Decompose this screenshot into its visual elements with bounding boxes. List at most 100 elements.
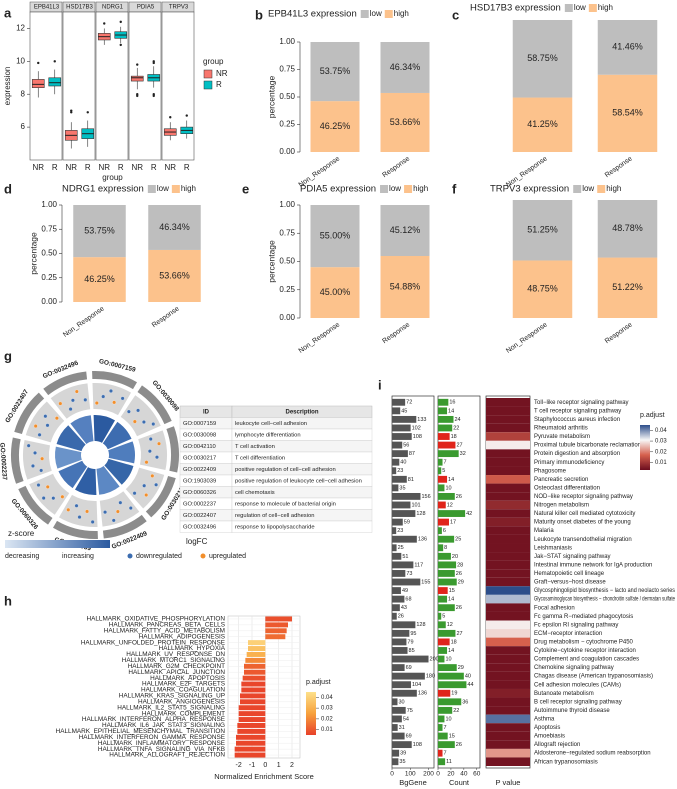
pathway-label: Butanoate metabolism <box>534 691 594 697</box>
x-tick-label: R <box>151 163 157 172</box>
panel-label: i <box>378 377 382 392</box>
bar-segment <box>597 74 658 152</box>
gene-dot <box>155 455 159 460</box>
bar-segment <box>148 205 201 250</box>
value-label: 128 <box>416 622 425 628</box>
legend-label: low <box>157 184 169 193</box>
bar <box>392 433 412 440</box>
bar <box>438 475 448 483</box>
gene-dot <box>41 496 46 501</box>
colorbar-tick-label: 0.02 <box>655 449 667 455</box>
bar <box>392 510 416 517</box>
bar-segment <box>380 205 430 256</box>
pathway-label: Rheumatoid arthritis <box>534 426 588 432</box>
term-zscore <box>75 467 97 496</box>
bar-segment <box>148 249 201 302</box>
bar-segment <box>380 42 430 93</box>
gene-dot <box>40 456 45 461</box>
pathway-label: Hematopoietic cell lineage <box>534 571 605 577</box>
heat-cell <box>486 543 530 553</box>
value-label: 22 <box>453 425 459 431</box>
outlier <box>169 116 172 119</box>
legend-key <box>404 185 413 193</box>
value-label: 46.25% <box>320 121 351 131</box>
bar <box>438 467 442 475</box>
gene-dot <box>126 409 131 414</box>
value-label: 10 <box>445 485 451 491</box>
value-label: 72 <box>406 400 412 406</box>
colorbar <box>640 425 650 470</box>
y-tick-label: 0.75 <box>41 224 57 233</box>
legend-title: z-score <box>8 529 35 538</box>
chart-title: EPB41L3 expression <box>268 9 357 20</box>
y-tick-label: 0.00 <box>41 297 57 306</box>
heat-cell <box>486 603 530 612</box>
x-tick-label: -1 <box>249 762 255 769</box>
y-tick-label: HALLMARK_TNFA_SIGNALING_VIA_NFKB <box>98 746 225 753</box>
bar <box>392 724 398 731</box>
value-label: 46.25% <box>84 274 115 284</box>
bar <box>234 752 266 758</box>
term-ring-outer <box>166 426 179 473</box>
value-label: 53.75% <box>84 225 115 235</box>
heat-cell <box>486 611 530 621</box>
heat-cell <box>486 620 530 630</box>
x-tick-label: 2 <box>290 762 294 769</box>
plot-background <box>227 615 301 759</box>
value-label: 11 <box>446 759 452 765</box>
bar <box>438 407 448 415</box>
y-tick-label: HALLMARK_COMPLEMENT <box>142 710 225 717</box>
value-label: 22 <box>453 708 459 714</box>
outlier <box>119 43 122 47</box>
pathway-label: Jak−STAT signaling pathway <box>534 554 611 560</box>
pathway-label: T cell receptor signaling pathway <box>534 408 621 414</box>
heat-cell <box>486 560 530 570</box>
bar <box>438 672 464 680</box>
table-header: Description <box>285 409 318 415</box>
value-label: 48.75% <box>527 284 558 294</box>
bar <box>240 693 266 699</box>
gene-dot <box>85 509 90 514</box>
gene-dot <box>36 483 41 487</box>
value-label: 29 <box>458 579 464 585</box>
bar <box>438 433 450 440</box>
gene-dot <box>33 424 38 429</box>
value-label: 14 <box>448 648 454 654</box>
heat-cell <box>486 671 530 681</box>
y-tick-label: 0.75 <box>279 228 295 237</box>
x-tick-label: NR <box>164 163 176 172</box>
x-tick-label: Response <box>604 155 634 179</box>
table-cell-text: GO:0030217 <box>183 455 216 461</box>
heat-cell <box>486 534 530 544</box>
bar <box>392 638 407 646</box>
x-tick-label: 0 <box>263 762 267 769</box>
pathway-label: Nitrogen metabolism <box>534 503 589 509</box>
pathway-label: Leishmaniasis <box>534 545 572 551</box>
bar <box>438 655 445 663</box>
y-tick-label: HALLMARK_UNFOLDED_PROTEIN_RESPONSE <box>81 639 225 646</box>
value-label: 12 <box>447 622 453 628</box>
pathway-label: Allograft rejection <box>534 742 580 748</box>
value-label: 23 <box>397 468 403 474</box>
value-label: 6 <box>443 528 446 534</box>
legend-label: high <box>413 184 428 193</box>
gene-dot <box>142 483 147 488</box>
y-tick-label: HALLMARK_HYPOXIA <box>159 645 226 652</box>
bar <box>438 570 455 577</box>
gene-dot <box>45 423 50 428</box>
table-cell-text: positive regulation of leukocyte cell−ce… <box>235 478 362 484</box>
value-label: 7 <box>444 751 447 757</box>
outlier <box>185 114 188 117</box>
bar <box>438 398 449 406</box>
value-label: 12 <box>447 502 453 508</box>
bar <box>438 724 443 731</box>
y-tick-label: 0.25 <box>41 273 57 282</box>
x-tick-label: Response <box>151 305 181 329</box>
heat-cell <box>486 457 530 467</box>
value-label: 26 <box>456 494 462 500</box>
value-label: 108 <box>413 742 422 748</box>
column-title: BgGene <box>399 778 427 787</box>
gene-dot <box>51 496 56 501</box>
colorbar <box>306 692 316 735</box>
